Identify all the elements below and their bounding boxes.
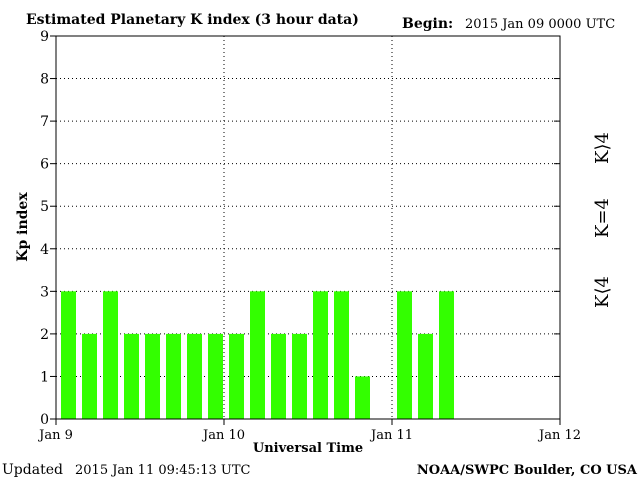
updated-value: 2015 Jan 11 09:45:13 UTC [75, 463, 251, 478]
kp-bar [124, 333, 139, 419]
y-tick-label: 3 [40, 284, 49, 300]
kp-bar [250, 291, 265, 419]
x-tick-label: Jan 12 [537, 428, 581, 443]
bar-series [61, 291, 454, 419]
kp-bar [271, 333, 286, 419]
plot-frame [55, 35, 561, 420]
grid-lines [56, 36, 560, 419]
x-tick-label: Jan 11 [369, 428, 413, 443]
kp-bar [439, 291, 454, 419]
y-tick-label: 1 [40, 369, 49, 385]
kp-bar [313, 291, 328, 419]
y-tick-label: 4 [40, 242, 49, 258]
kp-bar [103, 291, 118, 419]
y-tick-label: 5 [40, 199, 49, 215]
y-tick-label: 6 [40, 157, 49, 173]
kp-bar [418, 333, 433, 419]
kp-bar [292, 333, 307, 419]
legend-k-above-4: K⟩4 [592, 132, 613, 164]
kp-bar [397, 291, 412, 419]
y-tick-label: 0 [40, 412, 49, 428]
kp-bar [229, 333, 244, 419]
x-axis-label: Universal Time [253, 441, 363, 456]
y-tick-label: 7 [40, 114, 49, 130]
kp-bar [208, 333, 223, 419]
y-tick-label: 9 [40, 29, 49, 45]
kp-bar [187, 333, 202, 419]
updated-label: Updated [2, 462, 63, 478]
y-axis-ticks: 0 1 2 3 4 5 6 7 8 9 [40, 29, 560, 428]
kp-bar [334, 291, 349, 419]
begin-label: Begin: [402, 16, 453, 32]
legend-k-below-4: K⟨4 [592, 276, 613, 308]
x-axis-ticks: Jan 9 Jan 10 Jan 11 Jan 12 [37, 419, 581, 443]
source-label: NOAA/SWPC Boulder, CO USA [417, 463, 638, 478]
x-tick-label: Jan 10 [201, 428, 245, 443]
begin-value: 2015 Jan 09 0000 UTC [465, 17, 615, 32]
kp-bar [166, 333, 181, 419]
x-tick-label: Jan 9 [37, 428, 73, 443]
kp-bar [145, 333, 160, 419]
y-tick-label: 2 [40, 327, 49, 343]
legend-k-equal-4: K=4 [592, 198, 613, 238]
y-axis-label: Kp index [15, 192, 31, 262]
chart-title: Estimated Planetary K index (3 hour data… [26, 12, 359, 28]
kp-bar [355, 376, 370, 419]
y-tick-label: 8 [40, 72, 49, 88]
kp-bar [61, 291, 76, 419]
kp-bar [82, 333, 97, 419]
